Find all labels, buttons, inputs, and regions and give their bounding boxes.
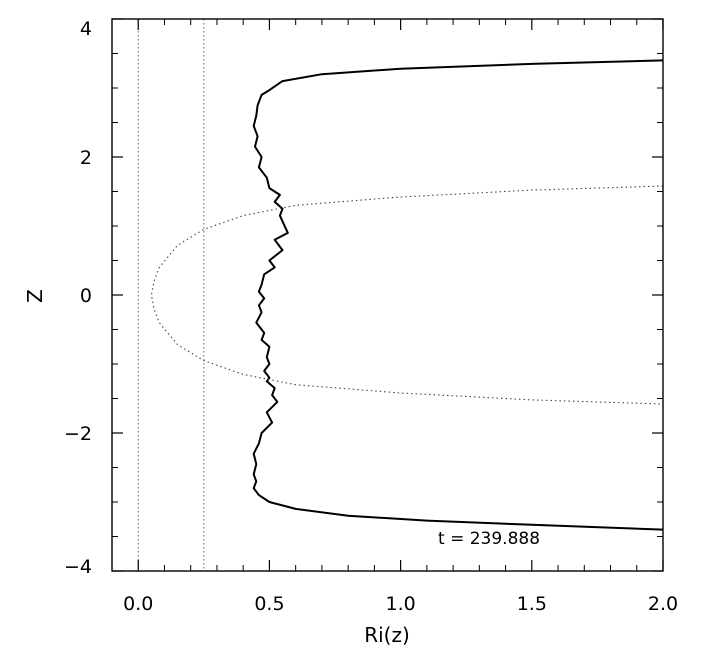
y-tick-label-3: 2 [80, 147, 92, 169]
y-axis-title: Z [23, 289, 47, 303]
y-tick-label-0: −4 [64, 556, 92, 578]
y-tick-label-1: −2 [64, 423, 92, 445]
x-tick-label-1: 0.5 [254, 593, 284, 615]
series-line-0 [252, 59, 664, 531]
y-tick-label-2: 0 [80, 285, 92, 307]
series-layer [150, 59, 664, 531]
y-tick-label-4: 4 [80, 18, 92, 40]
x-tick-label-0: 0.0 [123, 593, 153, 615]
time-annotation: t = 239.888 [438, 529, 540, 549]
plot-frame [111, 18, 664, 572]
series-line-1 [150, 185, 664, 405]
x-tick-label-2: 1.0 [386, 593, 416, 615]
tick-labels: 0.0 0.5 1.0 1.5 2.0 −4 −2 0 2 4 [64, 18, 678, 615]
x-tick-label-3: 1.5 [517, 593, 547, 615]
x-tick-label-4: 2.0 [648, 593, 678, 615]
axis-ticks [112, 18, 664, 572]
x-axis-title: Ri(z) [364, 623, 410, 647]
reference-lines [137, 19, 205, 571]
